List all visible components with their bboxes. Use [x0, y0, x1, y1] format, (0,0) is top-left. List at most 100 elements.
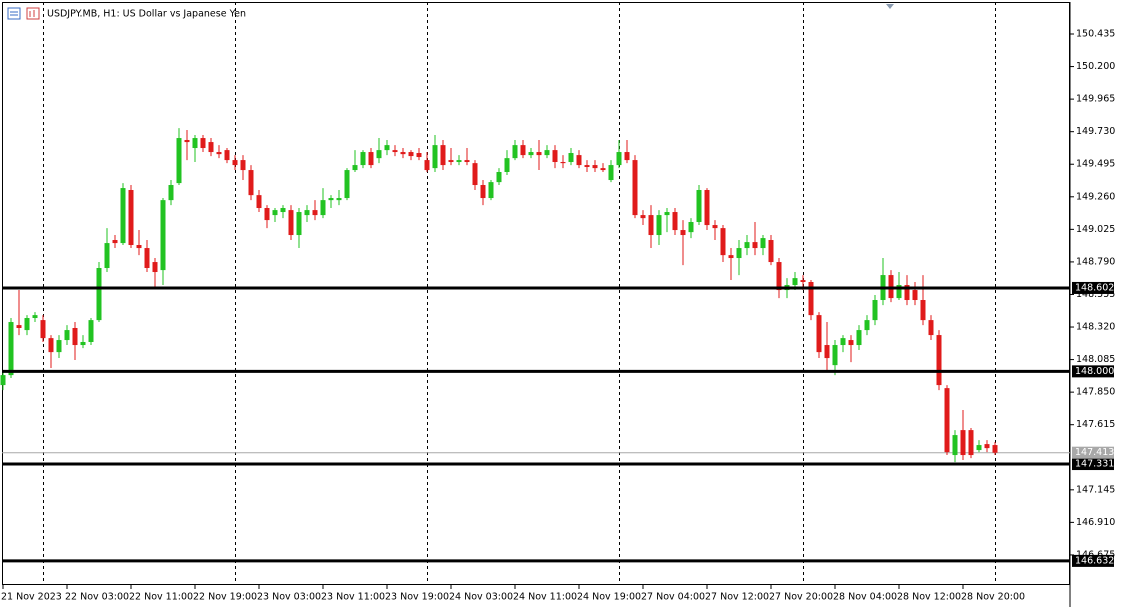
candle-body [544, 150, 550, 156]
candle-body [256, 195, 262, 209]
candle-body [552, 150, 558, 163]
candle-body [352, 165, 358, 171]
candle-body [808, 282, 814, 316]
candle-body [216, 152, 222, 155]
candle-body [392, 150, 398, 153]
candle-body [504, 158, 510, 172]
level-label: 146.632 [1075, 555, 1114, 566]
candle-body [400, 152, 406, 155]
candle-body [752, 242, 758, 249]
candle-body [928, 320, 934, 336]
candle-body [952, 435, 958, 456]
candle-body [744, 242, 750, 249]
candle-body [80, 341, 86, 346]
candle-body [368, 152, 374, 166]
shift-marker [886, 4, 894, 9]
candle-body [192, 138, 198, 149]
candle-body [680, 230, 686, 236]
candle-body [360, 152, 366, 166]
candle-body [816, 315, 822, 353]
candle-body [536, 152, 542, 156]
candle-body [96, 268, 102, 321]
y-tick-label: 147.850 [1076, 387, 1115, 398]
candle-body [480, 185, 486, 199]
level-label-box [1072, 554, 1114, 567]
y-tick-label: 148.790 [1076, 256, 1115, 267]
x-tick-label: 24 Nov 11:00 [513, 592, 577, 603]
candle-body [896, 285, 902, 299]
candle-body [72, 327, 78, 346]
candle-body [984, 444, 990, 449]
candle-body [224, 150, 230, 161]
candle-body [464, 160, 470, 163]
candle-body [384, 145, 390, 151]
y-tick-label: 149.730 [1076, 126, 1115, 137]
level-label: 148.000 [1075, 366, 1114, 377]
candle-body [16, 325, 22, 328]
candle-body [128, 190, 134, 246]
candle-body [520, 145, 526, 156]
candle-body [976, 445, 982, 451]
candle-body [64, 330, 70, 341]
candle-body [432, 145, 438, 169]
y-tick-label: 147.145 [1076, 484, 1115, 495]
candle-body [176, 138, 182, 184]
candle-body [792, 278, 798, 286]
candle-body [376, 150, 382, 159]
candle-body [32, 315, 38, 319]
x-tick-label: 22 Nov 19:00 [193, 592, 257, 603]
candle-body [112, 240, 118, 244]
candle-body [40, 320, 46, 339]
candle-body [960, 430, 966, 456]
candle-body [560, 162, 566, 164]
candle-body [664, 212, 670, 216]
candle-body [416, 153, 422, 158]
candle-body [408, 152, 414, 157]
current-price-box [1072, 446, 1114, 459]
candle-body [656, 215, 662, 236]
candle-body [296, 212, 302, 236]
candle-body [136, 245, 142, 249]
candle-body [760, 238, 766, 249]
candle-body [240, 160, 246, 171]
candle-body [968, 430, 974, 456]
x-tick-label: 27 Nov 04:00 [641, 592, 705, 603]
candle-body [280, 208, 286, 213]
candle-body [696, 190, 702, 223]
candle-body [104, 243, 110, 269]
candle-body [168, 185, 174, 201]
x-tick-label: 22 Nov 11:00 [129, 592, 193, 603]
candle-body [336, 198, 342, 201]
candle-body [648, 215, 654, 236]
candle-body [872, 300, 878, 321]
candle-body [144, 248, 150, 269]
candle-body [592, 165, 598, 169]
candle-body [248, 170, 254, 196]
candle-body [944, 388, 950, 453]
candle-body [440, 145, 446, 166]
candle-body [904, 285, 910, 301]
y-tick-label: 147.615 [1076, 419, 1115, 430]
candle-body [0, 375, 6, 386]
level-label: 148.602 [1075, 282, 1114, 293]
candle-body [56, 340, 62, 353]
y-tick-label: 148.555 [1076, 289, 1115, 300]
x-tick-label: 23 Nov 19:00 [385, 592, 449, 603]
candle-body [616, 152, 622, 166]
candle-body [824, 345, 830, 359]
candle-body [344, 170, 350, 199]
candle-body [624, 152, 630, 161]
candle-body [272, 210, 278, 216]
y-tick-label: 148.085 [1076, 354, 1115, 365]
candle-body [840, 338, 846, 346]
candle-body [704, 190, 710, 226]
candle-body [856, 330, 862, 346]
candle-body [600, 168, 606, 171]
candle-body [48, 338, 54, 353]
candle-body [184, 139, 190, 143]
level-label-box [1072, 281, 1114, 294]
candle-body [328, 198, 334, 201]
candle-body [672, 212, 678, 231]
candle-body [800, 280, 806, 283]
